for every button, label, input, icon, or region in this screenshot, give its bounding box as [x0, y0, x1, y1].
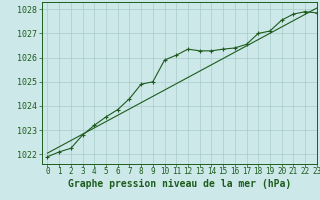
X-axis label: Graphe pression niveau de la mer (hPa): Graphe pression niveau de la mer (hPa) — [68, 179, 291, 189]
